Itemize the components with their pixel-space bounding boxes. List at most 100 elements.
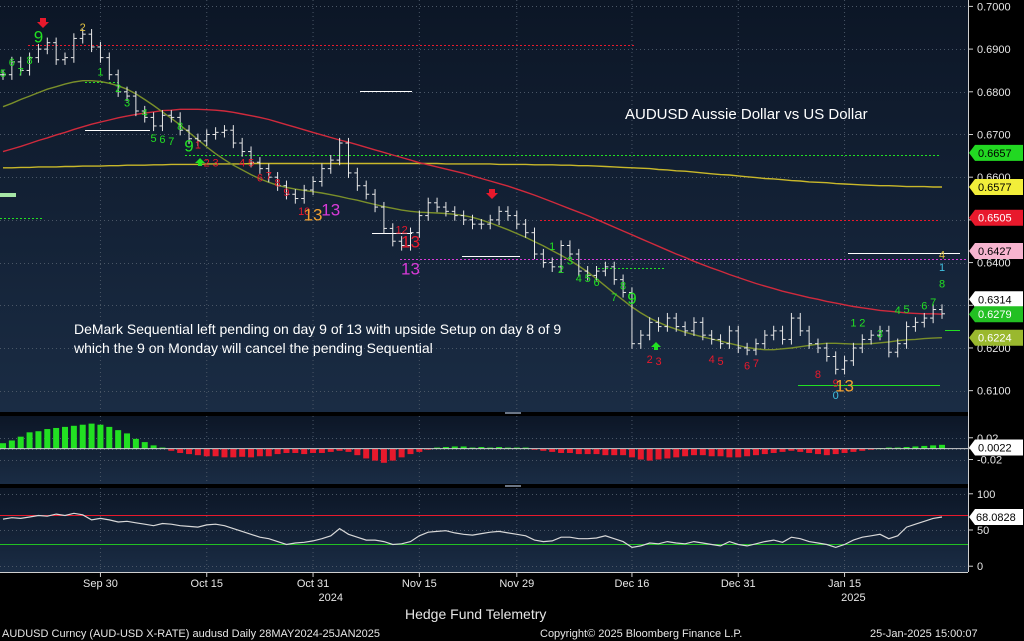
macd-last-tag: 0.0022 (969, 439, 1023, 456)
macd-histogram-bar (26, 432, 33, 449)
ohlc-bar (682, 321, 689, 337)
ohlc-bar (221, 125, 228, 138)
ohlc-bar (70, 33, 77, 63)
macd-histogram-bar (150, 445, 157, 449)
demark-count-label: 2 (115, 83, 121, 95)
date-tick-label: Jan 15 (828, 578, 861, 590)
down-arrow-icon (486, 189, 498, 199)
timestamp-footer: 25-Jan-2025 15:00:07 (870, 628, 978, 640)
ohlc-bar (806, 325, 813, 349)
demark-count-label: 1 (97, 67, 103, 79)
demark-count-label: 7 (753, 358, 759, 370)
ohlc-bar (44, 37, 51, 55)
demark-count-label: 8 (620, 280, 626, 292)
macd-histogram-bar (637, 448, 644, 460)
ohlc-bar (407, 227, 414, 251)
ohlc-bar (699, 317, 706, 341)
price-level-tags: 0.6657 0.6577 0.6505 0.6427 0.6314 0.6279 0.62… (969, 144, 1023, 346)
ohlc-bar (788, 312, 795, 345)
ohlc-bar (761, 330, 768, 349)
ohlc-bar (363, 180, 370, 200)
macd-histogram-bar (194, 448, 201, 456)
tag-label: 0.6224 (978, 333, 1012, 345)
ohlc-bar (487, 214, 494, 230)
ohlc-bar (496, 206, 503, 225)
macd-histogram-bar (664, 448, 671, 459)
price-bars (0, 29, 945, 375)
macd-histogram-bar (593, 448, 600, 455)
ohlc-bar (611, 261, 618, 285)
up-arrow-icon (651, 342, 661, 350)
macd-histogram-bar (106, 426, 113, 449)
demark-count-label: 4 (939, 249, 945, 261)
date-tick-label: Dec 31 (721, 578, 756, 590)
demark-count-label: 3 (655, 356, 661, 368)
ohlc-bar (868, 330, 875, 345)
price-level-tag: 0.6505 (969, 209, 1023, 226)
panel-divider-2[interactable] (505, 485, 521, 487)
macd-histogram-bar (256, 448, 263, 457)
macd-histogram-bar (566, 448, 573, 453)
year-label: 2025 (841, 592, 865, 604)
macd-histogram-bar (221, 448, 228, 458)
ohlc-bar (673, 312, 680, 332)
macd-histogram-bar (203, 448, 210, 457)
price-level-tag: 0.6657 (969, 144, 1023, 161)
ohlc-bar (664, 312, 671, 332)
tag-label: 68.0828 (976, 512, 1016, 524)
ohlc-bar (212, 127, 219, 140)
ohlc-bar (35, 43, 42, 63)
macd-histogram-bar (885, 447, 892, 449)
macd-histogram-bar (602, 448, 609, 456)
ohlc-bar (504, 206, 511, 221)
macd-histogram-bar (132, 438, 139, 449)
macd-histogram-bar (442, 447, 449, 449)
demark-count-label: 3 (213, 158, 219, 170)
panel-divider-1[interactable] (505, 412, 521, 414)
demark-count-label: 6 (921, 301, 927, 313)
ohlc-bar (53, 37, 60, 65)
ohlc-bar (593, 265, 600, 281)
macd-histogram-bar (407, 448, 414, 455)
ohlc-bar (752, 338, 759, 356)
ohlc-bar (265, 163, 272, 183)
macd-histogram-bar (549, 448, 556, 452)
demark-count-label: 8 (939, 278, 945, 290)
macd-histogram-bar (478, 447, 485, 449)
macd-histogram-bar (398, 448, 405, 458)
demark-count-label: 3 (877, 328, 883, 340)
demark-count-label: 6 (744, 360, 750, 372)
macd-histogram-bar (168, 448, 175, 451)
price-level-tag: 0.6279 (969, 306, 1023, 323)
ohlc-bar (327, 154, 334, 174)
ohlc-bar (921, 312, 928, 328)
macd-histogram-bar (425, 448, 432, 450)
right-axis-background (968, 0, 1024, 572)
ohlc-bar (469, 214, 476, 230)
macd-histogram-bar (806, 448, 813, 453)
macd-histogram-bar (726, 448, 733, 458)
macd-histogram-bar (531, 448, 538, 450)
demark-count-label: 2 (647, 354, 653, 366)
demark-count-label: 3 (124, 98, 130, 110)
macd-histogram-bar (62, 426, 69, 449)
macd-histogram-bar (930, 445, 937, 449)
ohlc-bar (88, 29, 95, 53)
demark-count-label: 1 (850, 318, 856, 330)
macd-histogram-bar (673, 448, 680, 458)
ohlc-bar (115, 69, 122, 97)
demark-count-label: 7 (930, 297, 936, 309)
macd-histogram-bar (584, 448, 591, 455)
price-level-tag: 0.6427 (969, 243, 1023, 260)
macd-histogram-bar (451, 446, 458, 449)
year-label: 2024 (319, 592, 343, 604)
ohlc-bar (912, 317, 919, 332)
ohlc-bar (620, 274, 627, 298)
demark-count-label: 0 (833, 390, 839, 402)
ohlc-bar (425, 197, 432, 221)
ohlc-bar (566, 240, 573, 260)
macd-histogram-bar (212, 448, 219, 457)
ohlc-bar (230, 125, 237, 149)
